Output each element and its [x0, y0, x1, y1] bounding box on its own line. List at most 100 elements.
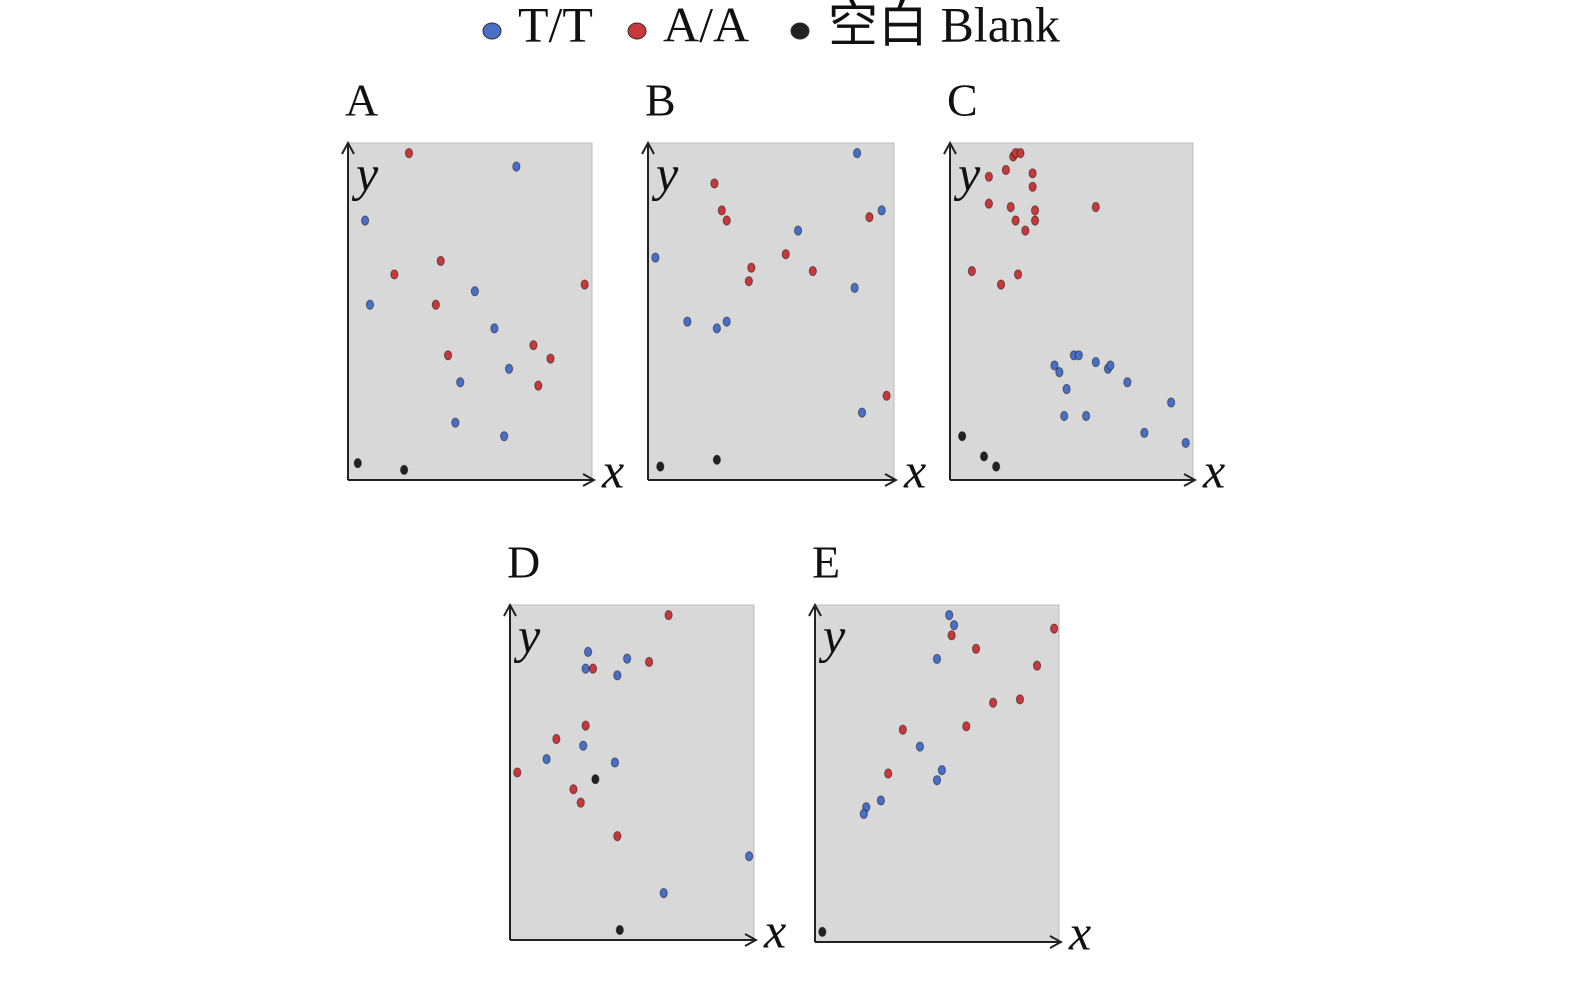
point — [962, 721, 971, 732]
plot-area — [509, 604, 755, 941]
point — [504, 363, 514, 374]
point — [443, 350, 453, 361]
legend-label: T/T — [518, 0, 593, 52]
point — [1030, 215, 1040, 226]
point — [877, 205, 886, 216]
point — [710, 178, 719, 189]
point — [1032, 660, 1042, 671]
point — [932, 653, 942, 665]
x-axis-label: x — [763, 902, 786, 958]
point — [353, 458, 362, 469]
y-axis-label: y — [351, 145, 379, 201]
point — [390, 269, 399, 280]
y-axis-label: y — [818, 607, 846, 663]
point — [583, 646, 593, 658]
point — [712, 323, 721, 334]
point — [722, 316, 731, 327]
y-axis-label: y — [651, 145, 679, 201]
point — [1015, 694, 1025, 705]
point — [747, 262, 756, 273]
point — [451, 417, 460, 428]
point — [857, 407, 867, 418]
x-axis-label: x — [1202, 442, 1225, 498]
point — [1140, 427, 1149, 438]
point — [949, 620, 959, 631]
legend-label: 空白 Blank — [828, 0, 1060, 52]
point — [644, 656, 654, 668]
plot-area — [647, 142, 895, 481]
point — [534, 380, 543, 391]
point — [884, 768, 893, 779]
point — [659, 888, 668, 899]
point — [579, 740, 588, 751]
point — [850, 282, 859, 294]
point — [882, 390, 891, 401]
point — [1091, 356, 1100, 368]
point — [967, 265, 976, 277]
point — [898, 724, 907, 735]
point — [818, 926, 827, 937]
point — [1167, 397, 1176, 408]
point — [1091, 201, 1100, 213]
point — [1028, 181, 1037, 192]
point — [512, 161, 521, 172]
point — [664, 609, 673, 621]
point — [1030, 205, 1040, 216]
point — [456, 377, 465, 388]
point — [610, 757, 620, 768]
point — [431, 299, 440, 310]
point — [781, 249, 790, 260]
point — [656, 461, 665, 472]
point — [1123, 377, 1132, 388]
legend-marker — [482, 22, 502, 40]
point — [581, 720, 590, 731]
point — [984, 198, 993, 209]
legend-marker — [627, 22, 647, 40]
point — [745, 851, 754, 862]
panel-title: D — [507, 537, 540, 588]
point — [1021, 225, 1030, 236]
point — [717, 205, 726, 216]
point — [580, 279, 589, 290]
point — [992, 461, 1001, 472]
legend-label: A/A — [663, 0, 749, 52]
point — [436, 255, 445, 267]
point — [915, 741, 925, 752]
point — [932, 775, 942, 786]
x-axis-label: x — [601, 442, 624, 498]
point — [1106, 360, 1115, 371]
point — [859, 808, 868, 820]
panel-title: A — [345, 75, 378, 126]
point — [1181, 437, 1190, 449]
point — [1016, 148, 1025, 159]
point — [591, 774, 600, 785]
point — [971, 643, 981, 654]
point — [1062, 383, 1071, 395]
point — [651, 252, 660, 263]
point — [1011, 215, 1020, 226]
point — [712, 454, 721, 465]
point — [1060, 410, 1069, 422]
point — [569, 784, 578, 795]
point — [793, 225, 803, 236]
point — [853, 148, 862, 159]
point — [500, 431, 509, 442]
point — [1055, 367, 1064, 378]
point — [360, 215, 370, 226]
x-axis-label: x — [903, 442, 926, 498]
plot-area — [347, 142, 593, 481]
point — [1074, 350, 1083, 361]
point — [996, 279, 1006, 290]
point — [876, 795, 885, 806]
legend-marker — [790, 22, 810, 40]
point — [979, 451, 989, 462]
point — [529, 340, 538, 351]
point — [1001, 164, 1010, 176]
point — [1050, 623, 1059, 634]
point — [1081, 410, 1091, 422]
y-axis-label: y — [513, 607, 541, 663]
point — [490, 323, 499, 334]
x-axis-label: x — [1068, 904, 1091, 960]
y-axis-label: y — [953, 145, 981, 201]
